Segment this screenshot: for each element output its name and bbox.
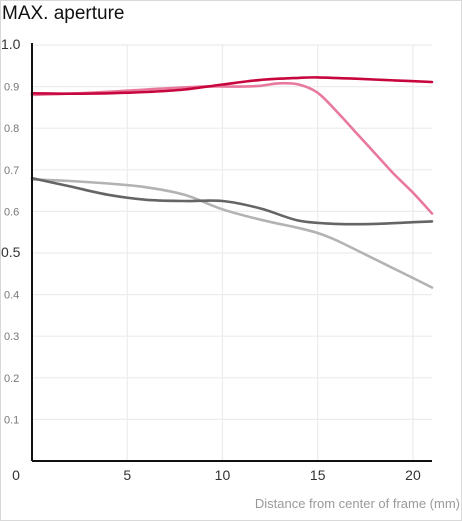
chart-title: MAX. aperture (2, 3, 125, 24)
x-tick-label: 0 (12, 467, 20, 483)
x-tick-label: 10 (215, 467, 231, 483)
y-tick-label: 0.1 (4, 414, 19, 426)
y-tick-label: 0.6 (4, 206, 19, 218)
tick-labels: 0.1 0.2 0.3 0.4 0.5 0.6 0.7 0.8 0.9 1.0 0 5 10 15 20 (1, 36, 421, 483)
y-tick-label: 1.0 (1, 36, 21, 52)
y-tick-label: 0.9 (4, 82, 19, 94)
y-tick-label: 0.8 (4, 123, 19, 135)
x-tick-label: 15 (310, 467, 326, 483)
series-lines (30, 76, 434, 289)
series-line-2 (30, 76, 434, 95)
x-tick-label: 20 (405, 467, 421, 483)
gridlines (32, 44, 432, 461)
x-tick-label: 5 (123, 467, 131, 483)
axes (31, 43, 432, 462)
y-tick-label: 0.4 (4, 290, 19, 302)
y-tick-label: 0.7 (4, 165, 19, 177)
x-axis-label: Distance from center of frame (mm) (255, 496, 460, 511)
y-tick-label: 0.2 (4, 373, 19, 385)
series-line-4 (30, 176, 434, 226)
series-line-3 (30, 178, 434, 289)
y-tick-label: 0.5 (1, 244, 21, 260)
series-line-1 (30, 81, 434, 215)
y-tick-label: 0.3 (4, 331, 19, 343)
